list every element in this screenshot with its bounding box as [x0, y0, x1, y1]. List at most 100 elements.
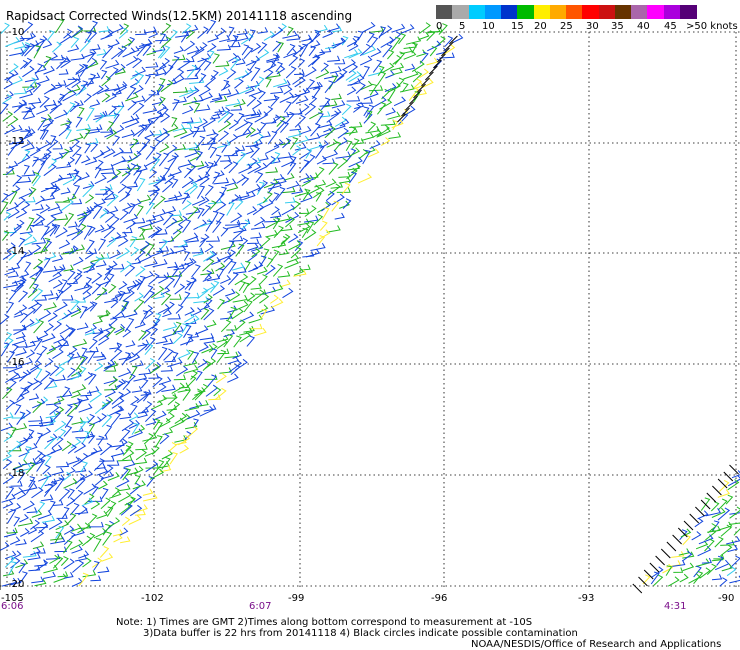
wind-barb: [235, 243, 245, 257]
wind-barb: [183, 364, 199, 374]
wind-barb: [173, 128, 188, 138]
wind-barb: [213, 386, 222, 397]
wind-barb: [144, 309, 154, 320]
wind-barb: [257, 42, 268, 54]
wind-barb: [129, 236, 138, 248]
wind-barb: [207, 34, 219, 43]
wind-barb: [75, 554, 88, 562]
wind-barb: [54, 109, 68, 120]
wind-barb: [46, 433, 58, 443]
wind-barb: [291, 187, 304, 195]
wind-barb: [149, 363, 161, 374]
wind-barb: [33, 337, 43, 351]
wind-barb: [394, 51, 406, 65]
contamination-mark: [437, 53, 446, 63]
wind-barb: [68, 327, 76, 337]
wind-barb: [198, 85, 211, 97]
wind-barb: [9, 223, 23, 237]
wind-barb: [92, 329, 104, 339]
wind-barb: [48, 82, 63, 92]
wind-barb: [131, 386, 143, 393]
wind-barb: [271, 240, 287, 249]
wind-barb: [206, 319, 217, 328]
wind-barb: [164, 194, 178, 203]
wind-barb: [130, 246, 140, 257]
wind-barb: [135, 29, 147, 36]
wind-barb: [61, 282, 73, 294]
wind-barb: [56, 513, 68, 519]
wind-barb: [342, 198, 352, 209]
wind-barb: [304, 79, 316, 93]
wind-barb: [229, 235, 244, 242]
wind-barb: [160, 286, 171, 296]
wind-barb: [220, 155, 232, 162]
wind-barb: [95, 462, 106, 470]
wind-barb: [18, 237, 26, 248]
wind-barb: [138, 330, 147, 341]
wind-barb: [170, 417, 185, 429]
wind-barb: [367, 32, 375, 43]
wind-barb: [329, 66, 342, 74]
wind-barb: [56, 390, 73, 398]
wind-barb: [339, 200, 350, 209]
wind-barb: [250, 43, 262, 53]
wind-barb: [58, 312, 69, 322]
wind-barb: [213, 154, 222, 167]
wind-barb: [14, 304, 28, 316]
wind-barb: [172, 223, 184, 235]
wind-barb: [145, 460, 159, 473]
wind-barb: [186, 276, 197, 286]
wind-barb: [113, 81, 128, 92]
wind-barb: [330, 182, 344, 189]
wind-barb: [21, 201, 31, 211]
wind-barb: [232, 294, 248, 303]
wind-barb: [441, 44, 456, 56]
legend-label: 25: [560, 21, 573, 32]
wind-barb: [185, 421, 198, 430]
wind-barb: [336, 68, 348, 81]
wind-barb: [17, 153, 31, 165]
wind-barb: [65, 120, 73, 130]
wind-barb: [34, 63, 44, 75]
wind-barb: [153, 175, 166, 187]
wind-barb: [228, 260, 237, 274]
wind-barb: [642, 574, 651, 585]
wind-barb: [153, 418, 161, 430]
wind-barb: [144, 258, 158, 267]
wind-barb: [207, 50, 215, 61]
wind-barb: [71, 78, 82, 89]
wind-barb: [333, 72, 345, 84]
wind-barb: [234, 33, 249, 42]
wind-barb: [8, 561, 17, 576]
wind-barb: [205, 184, 214, 197]
wind-barb: [411, 42, 418, 54]
wind-barb: [111, 291, 123, 301]
wind-barb: [363, 106, 370, 117]
wind-barb: [54, 214, 69, 221]
wind-barb: [152, 376, 163, 388]
wind-barb: [25, 479, 36, 494]
wind-barb: [100, 69, 108, 80]
wind-barb: [127, 100, 137, 111]
wind-barb: [348, 171, 358, 184]
wind-barb: [51, 185, 61, 194]
wind-barb: [50, 444, 63, 454]
wind-barb: [243, 299, 253, 313]
wind-barb: [165, 217, 178, 229]
wind-barb: [148, 191, 159, 206]
wind-barb: [110, 448, 125, 457]
wind-barb: [125, 441, 134, 452]
wind-barb: [338, 171, 351, 178]
wind-barb: [122, 202, 132, 211]
wind-barb: [273, 78, 288, 88]
wind-barb: [104, 273, 115, 288]
wind-barb: [66, 497, 76, 507]
wind-barb: [292, 45, 304, 57]
wind-barb: [315, 24, 328, 33]
wind-barb: [252, 261, 264, 271]
wind-barb: [1, 577, 18, 587]
wind-barb: [61, 506, 70, 520]
wind-barb: [337, 127, 349, 139]
wind-barb: [190, 307, 202, 317]
wind-barb: [331, 93, 342, 100]
